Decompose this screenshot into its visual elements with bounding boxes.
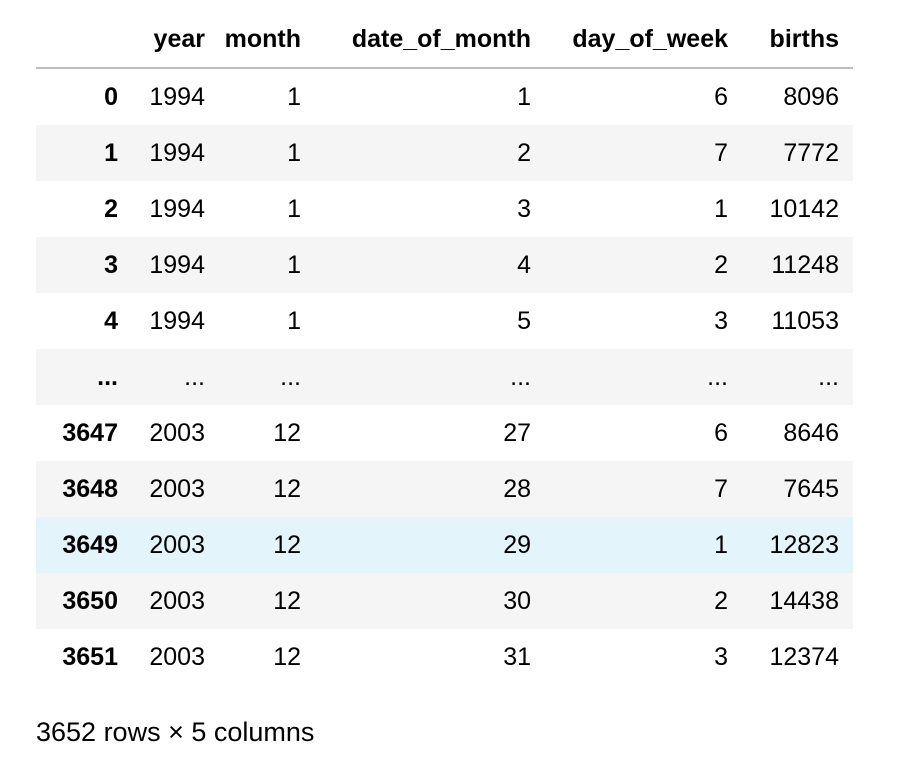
row-index: 3649 [62,530,118,559]
dataframe-table: year month date_of_month day_of_week bir… [36,12,853,685]
cell-births: 12374 [769,642,839,671]
cell-year: 2003 [149,418,205,447]
column-header-year: year [132,12,219,69]
cell-month: 1 [287,306,301,335]
cell-day-of-week: 6 [714,418,728,447]
cell-year: 2003 [149,474,205,503]
cell-day-of-week: 7 [714,138,728,167]
cell-date-of-month: 4 [517,250,531,279]
cell-year: 1994 [149,82,205,111]
table-row-ellipsis: ... ... ... ... ... ... [36,349,853,405]
cell-month: 12 [273,586,301,615]
row-index: 1 [104,138,118,167]
row-index: 3 [104,250,118,279]
table-row: 3647 2003 12 27 6 8646 [36,405,853,461]
cell-month: 12 [273,418,301,447]
column-header-day-of-week: day_of_week [545,12,742,69]
cell-year: ... [184,362,205,391]
cell-year: 1994 [149,250,205,279]
row-index: 0 [104,82,118,111]
table-row: 4 1994 1 5 3 11053 [36,293,853,349]
dataframe-output: year month date_of_month day_of_week bir… [36,12,853,685]
cell-date-of-month: 30 [503,586,531,615]
cell-date-of-month: 28 [503,474,531,503]
table-row: 2 1994 1 3 1 10142 [36,181,853,237]
cell-year: 1994 [149,194,205,223]
cell-year: 2003 [149,530,205,559]
cell-births: 7645 [783,474,839,503]
cell-date-of-month: 5 [517,306,531,335]
cell-day-of-week: 3 [714,642,728,671]
row-index: 4 [104,306,118,335]
cell-births: 11053 [771,306,839,335]
cell-day-of-week: 7 [714,474,728,503]
table-row: 3651 2003 12 31 3 12374 [36,629,853,685]
table-header: year month date_of_month day_of_week bir… [36,12,853,69]
row-index: 3650 [62,586,118,615]
cell-month: 12 [273,474,301,503]
dataframe-shape-caption: 3652 rows × 5 columns [36,717,315,747]
cell-month: 12 [273,530,301,559]
cell-date-of-month: 31 [503,642,531,671]
cell-date-of-month: 29 [503,530,531,559]
cell-births: 11248 [771,250,839,279]
cell-day-of-week: 1 [714,194,728,223]
row-index: 2 [104,194,118,223]
cell-births: 14438 [769,586,839,615]
row-index: ... [97,362,118,391]
header-row: year month date_of_month day_of_week bir… [36,12,853,69]
cell-month: 1 [287,82,301,111]
row-index: 3651 [62,642,118,671]
column-header-date-of-month: date_of_month [315,12,545,69]
table-row: 0 1994 1 1 6 8096 [36,68,853,125]
table-row-hovered: 3649 2003 12 29 1 12823 [36,517,853,573]
cell-births: 10142 [769,194,839,223]
row-index: 3647 [62,418,118,447]
cell-month: 1 [287,250,301,279]
cell-date-of-month: 27 [503,418,531,447]
cell-date-of-month: 3 [517,194,531,223]
cell-day-of-week: 3 [714,306,728,335]
cell-births: 8096 [783,82,839,111]
cell-births: ... [818,362,839,391]
cell-births: 12823 [769,530,839,559]
table-body: 0 1994 1 1 6 8096 1 1994 1 2 7 7772 2 19… [36,68,853,685]
table-row: 3648 2003 12 28 7 7645 [36,461,853,517]
cell-year: 2003 [149,642,205,671]
cell-date-of-month: 2 [517,138,531,167]
column-header-month: month [219,12,315,69]
table-row: 3650 2003 12 30 2 14438 [36,573,853,629]
cell-year: 1994 [149,138,205,167]
cell-month: 1 [287,194,301,223]
row-index: 3648 [62,474,118,503]
cell-month: 12 [273,642,301,671]
cell-day-of-week: 6 [714,82,728,111]
table-row: 3 1994 1 4 2 11248 [36,237,853,293]
cell-year: 1994 [149,306,205,335]
cell-year: 2003 [149,586,205,615]
table-row: 1 1994 1 2 7 7772 [36,125,853,181]
index-header [36,12,132,69]
cell-month: 1 [287,138,301,167]
cell-day-of-week: ... [707,362,728,391]
cell-births: 7772 [783,138,839,167]
column-header-births: births [742,12,853,69]
cell-births: 8646 [783,418,839,447]
cell-day-of-week: 1 [714,530,728,559]
cell-day-of-week: 2 [714,586,728,615]
cell-day-of-week: 2 [714,250,728,279]
cell-month: ... [280,362,301,391]
cell-date-of-month: ... [510,362,531,391]
cell-date-of-month: 1 [517,82,531,111]
